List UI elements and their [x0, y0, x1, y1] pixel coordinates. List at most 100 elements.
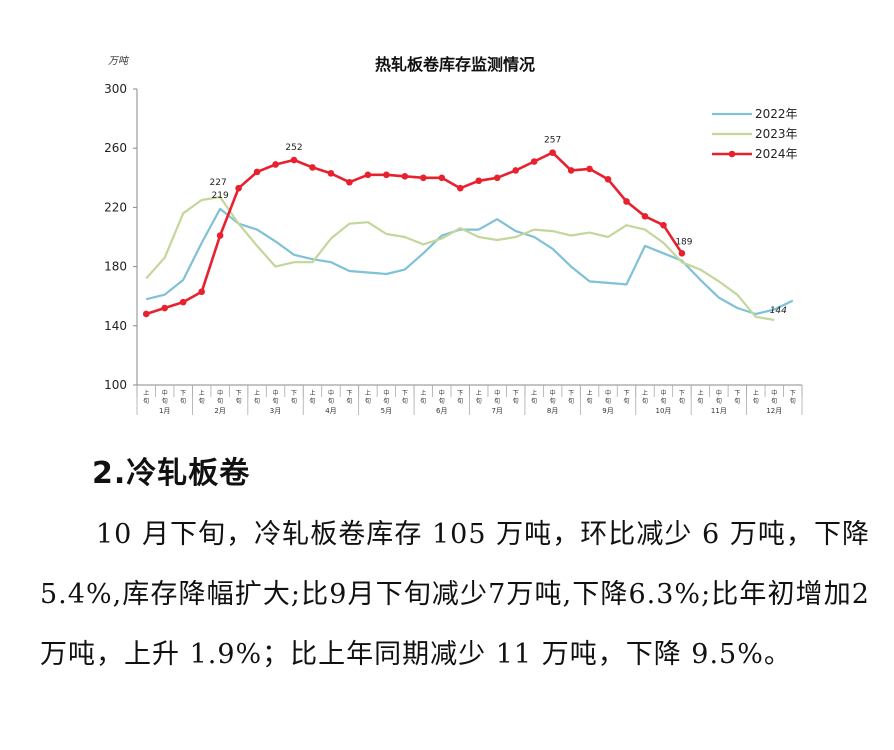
y-tick-label: 140	[104, 319, 127, 333]
x-sub-label: 上旬	[587, 389, 593, 405]
series-line-0	[145, 207, 794, 316]
legend-label: 2023年	[755, 127, 798, 141]
x-sub-label: 上旬	[642, 389, 648, 405]
x-sub-label: 中旬	[494, 389, 500, 405]
x-sub-label: 中旬	[716, 389, 722, 405]
legend-label: 2024年	[755, 147, 798, 161]
series-point	[142, 310, 150, 318]
x-sub-label: 中旬	[439, 389, 445, 405]
series-point	[456, 184, 464, 192]
series-point	[586, 165, 593, 173]
y-tick-label: 300	[104, 82, 127, 96]
series-point	[401, 173, 409, 180]
x-sub-label: 中旬	[217, 389, 223, 405]
x-sub-label: 上旬	[531, 389, 537, 405]
x-sub-label: 下旬	[236, 390, 242, 405]
x-sub-label: 中旬	[162, 389, 168, 405]
x-sub-label: 上旬	[199, 389, 205, 405]
series-point	[475, 177, 483, 185]
x-sub-label: 下旬	[790, 390, 796, 405]
x-sub-label: 上旬	[254, 389, 260, 405]
month-label: 7月	[491, 407, 502, 415]
month-label: 9月	[602, 407, 613, 415]
data-label: 219	[212, 191, 229, 201]
series-point	[364, 171, 372, 179]
series-point	[660, 221, 667, 229]
month-label: 4月	[325, 407, 336, 415]
x-sub-label: 下旬	[513, 390, 519, 405]
month-label: 2月	[214, 407, 225, 415]
data-label: 257	[544, 136, 561, 146]
series-point	[346, 178, 353, 186]
x-sub-label: 下旬	[457, 390, 463, 405]
x-sub-label: 中旬	[383, 389, 389, 405]
x-sub-label: 下旬	[402, 390, 408, 405]
month-label: 1月	[159, 407, 170, 415]
series-point	[604, 175, 612, 183]
x-sub-label: 下旬	[346, 390, 352, 405]
y-tick-label: 260	[104, 141, 127, 155]
x-sub-label: 上旬	[420, 389, 426, 405]
series-line-2	[145, 151, 683, 316]
x-sub-label: 下旬	[734, 390, 740, 405]
series-line-1	[145, 195, 775, 321]
data-label: 252	[285, 143, 302, 153]
series-point	[383, 171, 390, 179]
legend-marker	[728, 150, 736, 158]
month-label: 12月	[766, 407, 782, 415]
series-point	[216, 232, 224, 239]
month-label: 3月	[270, 407, 281, 415]
series-point	[438, 174, 446, 182]
x-sub-label: 上旬	[365, 389, 371, 405]
series-point	[567, 167, 575, 174]
series-point	[327, 170, 335, 177]
x-sub-label: 上旬	[697, 389, 703, 405]
x-sub-label: 中旬	[550, 389, 556, 405]
series-point	[253, 168, 261, 176]
series-point	[198, 288, 205, 296]
section-heading: 2.冷轧板卷	[92, 456, 251, 491]
y-axis-unit-label: 万吨	[108, 55, 130, 67]
series-point	[530, 158, 538, 165]
x-sub-label: 下旬	[679, 390, 685, 405]
legend-label: 2022年	[755, 107, 798, 121]
x-sub-label: 下旬	[624, 390, 630, 405]
series-point	[623, 198, 630, 205]
chart-legend: 2022年 2023年 2024年	[712, 107, 798, 161]
data-label: 227	[210, 178, 227, 188]
month-label: 8月	[547, 407, 558, 415]
body-paragraph: 10 月下旬，冷轧板卷库存 105 万吨，环比减少 6 万吨，下降5.4%,库存…	[40, 519, 870, 670]
month-label: 11月	[711, 407, 727, 415]
x-sub-label: 下旬	[568, 390, 574, 405]
series-point	[549, 149, 556, 156]
x-sub-label: 中旬	[328, 389, 334, 405]
series-point	[678, 249, 686, 257]
y-tick-label: 220	[104, 200, 127, 214]
x-sub-label: 上旬	[476, 389, 482, 405]
data-label: 144	[770, 306, 787, 316]
series-point	[512, 167, 519, 174]
month-label: 5月	[381, 407, 392, 415]
data-label: 189	[675, 237, 692, 247]
x-sub-label: 上旬	[143, 389, 149, 405]
x-sub-label: 上旬	[753, 389, 759, 405]
series-point	[179, 298, 187, 306]
series-point	[493, 174, 501, 182]
x-sub-label: 中旬	[660, 389, 666, 405]
x-sub-label: 上旬	[309, 389, 315, 405]
x-sub-label: 下旬	[291, 390, 297, 405]
series-point	[235, 184, 242, 192]
series-point	[309, 164, 316, 171]
series-point	[420, 174, 427, 182]
month-label: 6月	[436, 407, 447, 415]
y-tick-label: 180	[104, 260, 127, 274]
y-tick-label: 100	[104, 378, 127, 392]
x-sub-label: 中旬	[771, 389, 777, 405]
x-sub-label: 下旬	[180, 390, 186, 405]
series-point	[641, 212, 649, 220]
series-point	[272, 161, 279, 168]
month-label: 10月	[655, 407, 671, 415]
x-sub-label: 中旬	[273, 389, 279, 405]
series-point	[161, 304, 169, 312]
